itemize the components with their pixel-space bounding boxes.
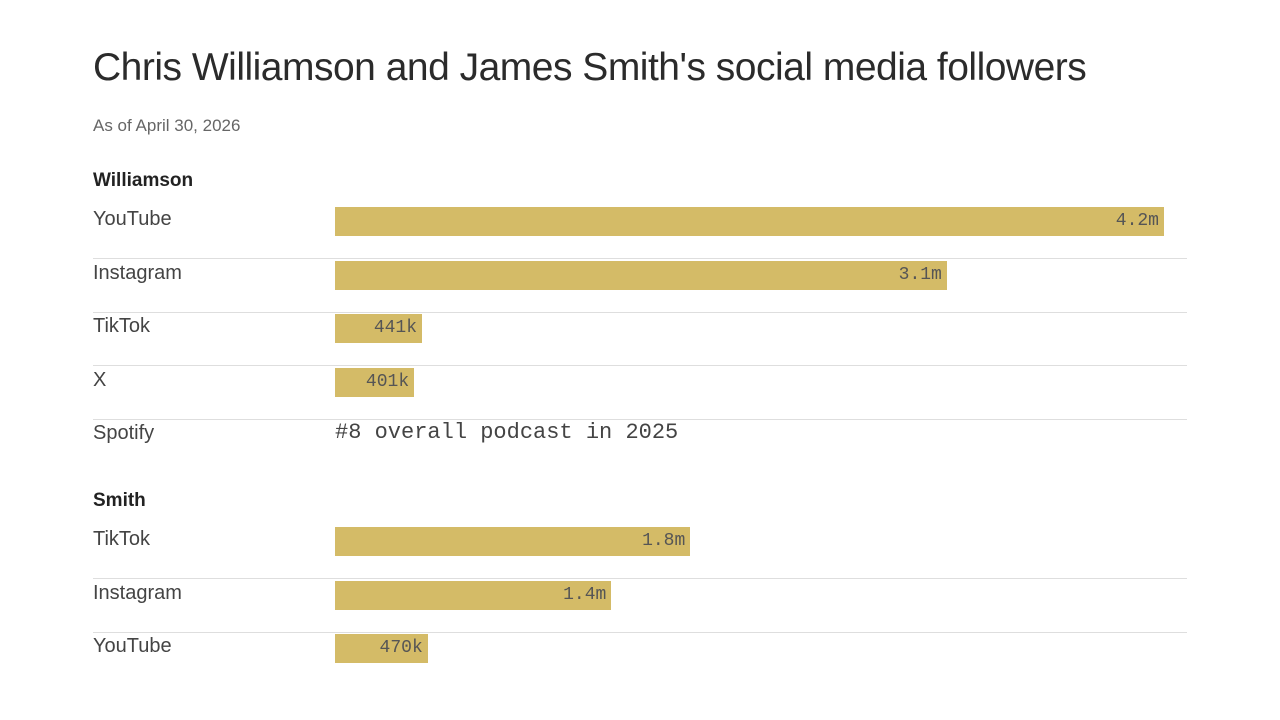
category-label: X <box>93 368 107 391</box>
data-label: 441k <box>373 318 418 339</box>
chart-row-williamson-x: X 401k <box>93 366 1187 420</box>
category-label: Instagram <box>93 581 182 604</box>
group-label-williamson: Williamson <box>93 170 194 191</box>
bar: 441k <box>335 314 423 344</box>
category-label: TikTok <box>93 315 151 338</box>
data-label: 1.4m <box>563 584 607 605</box>
bar: 1.8m <box>335 527 691 556</box>
category-label: Spotify <box>93 422 155 445</box>
chart-row-williamson-spotify: Spotify #8 overall podcast in 2025 <box>93 419 1187 472</box>
group-label-smith: Smith <box>93 490 146 511</box>
category-label: YouTube <box>93 208 172 230</box>
bar: 3.1m <box>335 260 947 290</box>
chart-row-williamson-tiktok: TikTok 441k <box>93 312 1187 367</box>
bar: 4.2m <box>335 207 1164 236</box>
category-label: TikTok <box>93 528 151 550</box>
bar: 470k <box>335 634 428 664</box>
chart-row-smith-youtube: YouTube 470k <box>93 632 1187 685</box>
category-label: YouTube <box>93 635 172 658</box>
data-label: 3.1m <box>898 264 942 285</box>
row-note: #8 overall podcast in 2025 <box>335 420 679 446</box>
bar: 401k <box>335 367 415 397</box>
category-label: Instagram <box>93 261 182 284</box>
data-label: 401k <box>365 371 410 392</box>
chart-row-williamson-instagram: Instagram 3.1m <box>93 259 1187 313</box>
data-label: 4.2m <box>1115 211 1159 231</box>
chart-row-smith-tiktok: TikTok 1.8m <box>93 525 1187 579</box>
chart-subtitle: As of April 30, 2026 <box>93 116 241 135</box>
data-label: 1.8m <box>642 531 686 551</box>
bar: 1.4m <box>335 580 612 610</box>
chart-row-smith-instagram: Instagram 1.4m <box>93 579 1187 633</box>
chart-title: Chris Williamson and James Smith's socia… <box>93 46 1087 89</box>
data-label: 470k <box>379 638 423 659</box>
chart-row-williamson-youtube: YouTube 4.2m <box>93 205 1187 259</box>
